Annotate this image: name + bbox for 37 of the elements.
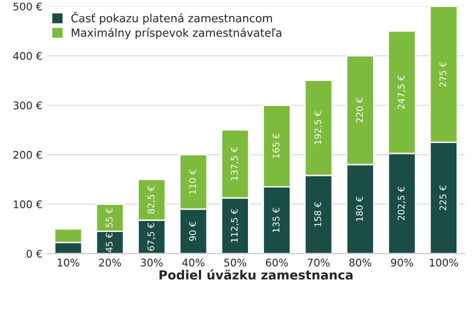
x-axis-title: Podiel úväzku zamestnanca — [160, 269, 353, 280]
data-label: 112,5 € — [230, 209, 239, 242]
data-label: 82,5 € — [147, 186, 156, 214]
data-label: 158 € — [314, 202, 322, 226]
y-tick-label: 100 € — [14, 200, 42, 208]
y-tick-label: 500 € — [14, 2, 42, 10]
x-tick-label: 90% — [391, 258, 413, 267]
data-label: 110 € — [189, 170, 196, 194]
x-tick-label: 70% — [308, 258, 330, 267]
legend-label: Maximálny príspevok zamestnávateľa — [72, 28, 282, 40]
legend-label: Časť pokazu platená zamestnancom — [71, 12, 272, 24]
data-label: 220 € — [356, 98, 363, 122]
data-label: 90 € — [189, 222, 196, 241]
x-tick-label: 20% — [99, 258, 121, 267]
x-tick-label: 60% — [266, 258, 288, 267]
x-tick-label: 80% — [349, 258, 372, 267]
data-label: 67,5 € — [147, 223, 156, 251]
data-label: 165 € — [272, 134, 280, 158]
data-label: 55 € — [106, 208, 113, 228]
data-label: 225 € — [439, 186, 446, 210]
y-tick-label: 0 € — [26, 250, 42, 258]
y-tick-label: 300 € — [14, 101, 42, 110]
x-tick-label: 100% — [430, 258, 458, 267]
x-tick-label: 30% — [140, 258, 163, 267]
x-tick-label: 10% — [58, 258, 80, 267]
y-tick-label: 400 € — [13, 52, 42, 60]
data-label: 45 € — [106, 233, 113, 252]
x-tick-label: 40% — [182, 258, 204, 267]
y-tick-label: 200 € — [13, 150, 42, 159]
data-label: 137,5 € — [230, 147, 239, 180]
data-label: 192,5 € — [314, 111, 322, 144]
data-label: 180 € — [356, 196, 363, 222]
data-label: 275 € — [439, 62, 446, 87]
x-tick-label: 50% — [224, 258, 246, 267]
data-label: 247,5 € — [398, 76, 406, 109]
data-label: 135 € — [272, 208, 280, 232]
data-label: 202,5 € — [398, 186, 406, 220]
